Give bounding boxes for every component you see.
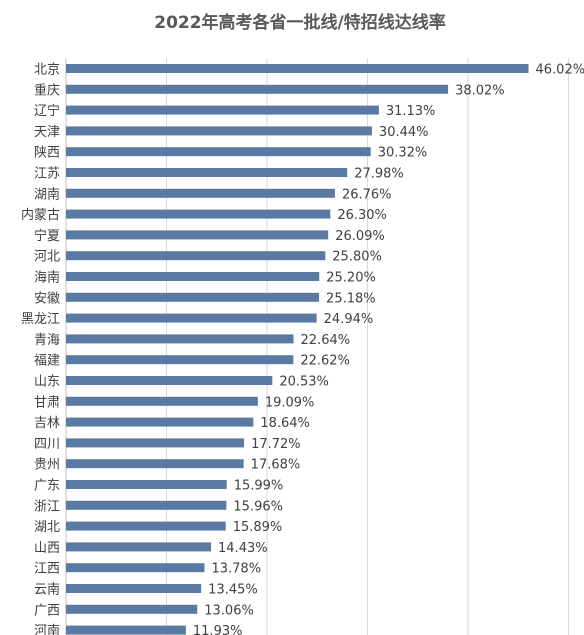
value-label: 15.96% [233, 499, 283, 514]
category-label: 辽宁 [34, 103, 60, 119]
category-label: 四川 [34, 437, 60, 452]
value-label: 17.68% [251, 458, 301, 473]
category-label: 云南 [34, 582, 60, 598]
chart-title: 2022年高考各省一批线/特招线达线率 [154, 12, 446, 33]
category-label: 海南 [34, 270, 60, 286]
bar [66, 459, 244, 469]
category-label: 山西 [34, 541, 60, 556]
value-label: 19.09% [265, 395, 315, 410]
category-label: 河南 [34, 623, 60, 635]
value-label: 11.93% [193, 624, 243, 635]
category-label: 湖北 [34, 520, 60, 535]
category-label: 北京 [34, 63, 60, 78]
bar [66, 64, 529, 73]
category-label: 浙江 [34, 499, 60, 514]
value-label: 13.78% [211, 562, 261, 577]
category-label: 青海 [34, 333, 60, 348]
bar [66, 542, 212, 552]
value-label: 18.64% [260, 416, 310, 431]
category-label: 贵州 [34, 458, 60, 473]
category-label: 黑龙江 [21, 312, 60, 327]
bar [66, 105, 379, 115]
bar [66, 126, 372, 136]
value-label: 26.09% [335, 229, 385, 244]
value-label: 17.72% [251, 437, 301, 452]
category-label: 广东 [34, 479, 60, 494]
bar [66, 563, 205, 573]
value-label: 30.44% [379, 125, 429, 140]
bar [66, 376, 273, 385]
value-label: 26.76% [342, 187, 392, 202]
bar [66, 521, 226, 531]
category-label: 吉林 [34, 416, 60, 431]
bar [66, 209, 331, 219]
bar [66, 230, 329, 240]
bar [66, 500, 227, 510]
bar [66, 438, 245, 448]
bar [66, 355, 294, 365]
bar [66, 188, 335, 198]
value-label: 25.80% [332, 250, 382, 265]
bar [66, 396, 258, 406]
category-label: 天津 [34, 125, 60, 140]
bar [66, 480, 227, 489]
value-labels: 46.02% 38.02% 31.13% 30.44% 30.32% 27.98% 26.7… [193, 63, 584, 635]
category-label: 广西 [34, 603, 60, 618]
value-label: 46.02% [536, 63, 584, 78]
value-label: 30.32% [378, 146, 428, 161]
bar [66, 147, 371, 157]
category-label: 内蒙古 [21, 207, 60, 223]
category-label: 重庆 [34, 82, 60, 98]
value-label: 26.30% [337, 208, 387, 223]
value-label: 13.45% [208, 583, 258, 598]
value-label: 27.98% [354, 167, 404, 182]
category-label: 河北 [34, 250, 60, 265]
value-label: 14.43% [218, 541, 268, 556]
bar [66, 272, 320, 281]
category-label: 安徽 [34, 291, 60, 306]
category-label: 福建 [34, 354, 60, 369]
value-label: 25.20% [326, 271, 376, 286]
bar [66, 625, 186, 635]
bar [66, 584, 202, 593]
category-label: 甘肃 [34, 395, 60, 410]
bars [66, 64, 529, 635]
category-label: 江西 [34, 562, 60, 577]
value-label: 22.62% [300, 354, 350, 369]
category-label: 山东 [34, 375, 60, 390]
bar [66, 251, 326, 261]
bar [66, 168, 348, 177]
value-label: 15.99% [234, 479, 284, 494]
bar [66, 84, 449, 94]
value-label: 22.64% [301, 333, 351, 348]
value-label: 31.13% [386, 104, 436, 119]
bar [66, 604, 198, 614]
category-label: 江苏 [34, 166, 60, 182]
value-label: 13.06% [204, 603, 254, 618]
value-label: 15.89% [233, 520, 283, 535]
value-label: 38.02% [455, 83, 505, 98]
value-label: 20.53% [279, 375, 329, 390]
value-label: 25.18% [326, 291, 376, 306]
category-label: 宁夏 [34, 228, 60, 244]
bar [66, 292, 320, 302]
category-label: 湖南 [34, 186, 60, 202]
bar [66, 334, 294, 344]
bar [66, 313, 317, 323]
bar [66, 417, 254, 427]
category-labels: 北京重庆辽宁天津陕西江苏湖南内蒙古宁夏河北海南安徽黑龙江青海福建山东甘肃吉林四川… [21, 63, 60, 635]
category-label: 陕西 [34, 146, 60, 161]
value-label: 24.94% [324, 312, 374, 327]
